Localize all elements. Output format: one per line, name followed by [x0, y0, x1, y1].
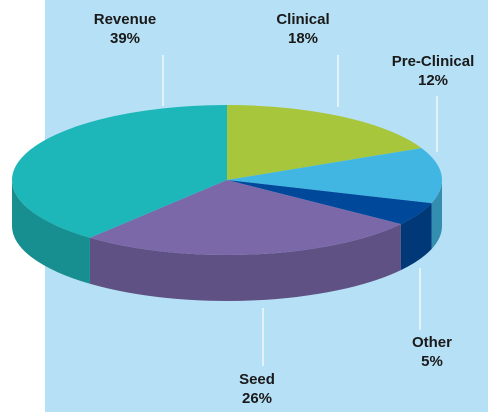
slice [227, 148, 443, 204]
slice-label: Clinical [276, 11, 329, 28]
slice-side [89, 224, 401, 301]
slice-value-label: 18% [288, 30, 318, 47]
slice-side [12, 180, 90, 284]
slice [89, 180, 401, 255]
slice [227, 105, 422, 180]
slice-value-label: 12% [418, 72, 448, 89]
slice-label: Seed [239, 371, 275, 388]
slice-value-label: 39% [110, 30, 140, 47]
slice-label: Other [412, 334, 452, 351]
slice [227, 180, 432, 225]
slice-value-label: 26% [242, 390, 272, 407]
slice-side [400, 203, 432, 271]
slice-side [431, 180, 442, 250]
slice-label: Revenue [94, 11, 157, 28]
slice [11, 105, 227, 238]
slice-label: Pre-Clinical [392, 53, 475, 70]
slice-value-label: 5% [421, 353, 443, 370]
